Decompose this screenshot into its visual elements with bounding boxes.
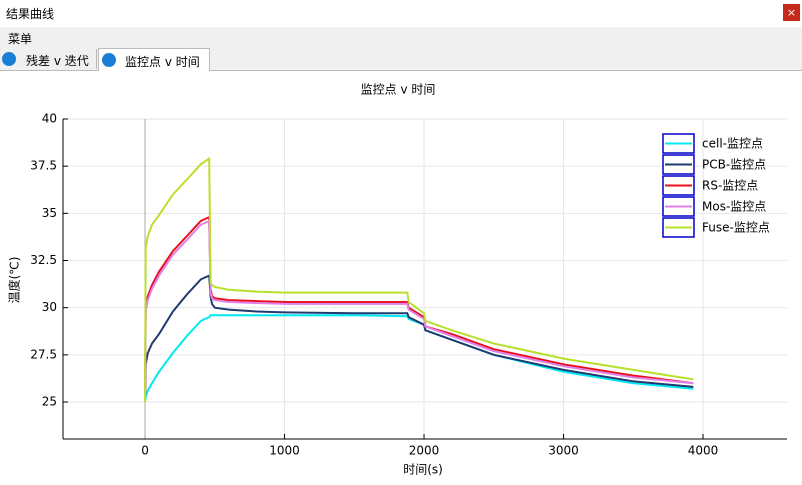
close-button[interactable]: ×	[783, 4, 800, 21]
x-axis-label: 时间(s)	[403, 463, 443, 477]
series-line	[144, 215, 694, 403]
legend-label: RS-监控点	[702, 179, 758, 193]
y-tick-label: 25	[42, 395, 57, 409]
series-line	[144, 219, 694, 403]
series-line	[144, 274, 694, 403]
window-title: 结果曲线	[6, 7, 55, 21]
tab-icon	[102, 53, 116, 67]
x-tick-label: 1000	[269, 444, 300, 458]
chart: 监控点 v 时间 时间(s) 温度(℃) 25 27.5 30 32.5 35 37.5 4…	[7, 83, 787, 477]
tab-icon	[2, 52, 16, 66]
y-tick-label: 35	[42, 206, 57, 220]
x-tick-label: 3000	[548, 444, 579, 458]
y-tick-label: 27.5	[30, 347, 57, 361]
y-axis-label: 温度(℃)	[7, 257, 22, 304]
tab-label: 残差 v 迭代	[26, 54, 89, 68]
y-tick-label: 40	[42, 112, 57, 126]
x-tick-label: 0	[141, 444, 149, 458]
y-tick-label: 30	[42, 300, 57, 314]
series-line	[144, 156, 694, 403]
tab[interactable]: 监控点 v 时间	[98, 48, 210, 71]
title-bar: 结果曲线 ×	[0, 0, 802, 26]
menu-item[interactable]: 菜单	[8, 32, 33, 46]
x-tick-label: 2000	[409, 444, 440, 458]
tab[interactable]: 残差 v 迭代	[0, 49, 97, 69]
legend-label: PCB-监控点	[702, 158, 766, 172]
tab-bar: 残差 v 迭代 监控点 v 时间	[0, 48, 802, 71]
legend-label: cell-监控点	[702, 137, 763, 151]
y-tick-label: 37.5	[30, 159, 57, 173]
x-tick-label: 4000	[688, 444, 719, 458]
tab-label: 监控点 v 时间	[125, 55, 200, 69]
menu-bar: 菜单	[0, 27, 802, 48]
chart-title: 监控点 v 时间	[361, 83, 436, 97]
y-tick-label: 32.5	[30, 253, 57, 267]
legend-label: Fuse-监控点	[702, 221, 770, 235]
series-line	[144, 314, 694, 403]
legend-label: Mos-监控点	[702, 200, 766, 214]
